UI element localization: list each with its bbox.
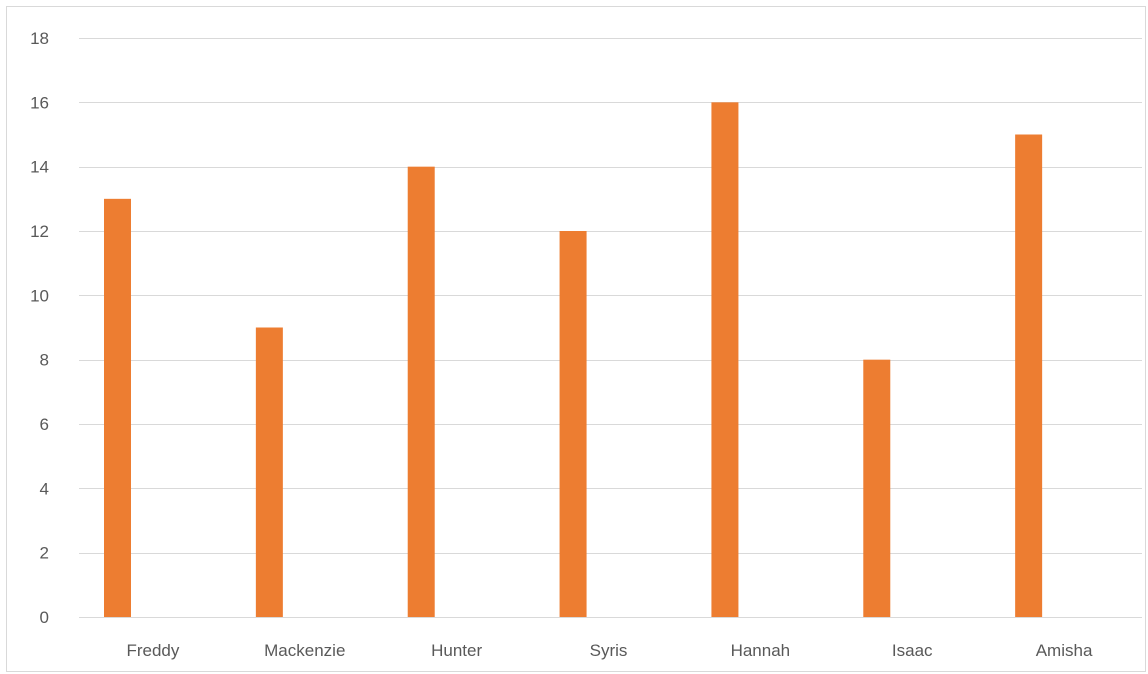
bar <box>863 359 891 617</box>
bar <box>1015 134 1043 617</box>
x-tick-label: Freddy <box>126 641 179 660</box>
bar <box>104 198 131 618</box>
bar <box>711 102 739 618</box>
gridlines <box>79 38 1142 618</box>
y-tick-label: 2 <box>40 544 49 563</box>
y-tick-label: 18 <box>30 29 49 48</box>
y-tick-label: 0 <box>40 608 49 627</box>
y-tick-label: 10 <box>30 286 49 305</box>
x-tick-label: Amisha <box>1036 641 1093 660</box>
x-tick-label: Hannah <box>731 641 791 660</box>
x-tick-label: Mackenzie <box>264 641 345 660</box>
x-tick-label: Syris <box>590 641 628 660</box>
y-tick-label: 8 <box>40 351 49 370</box>
x-tick-label: Isaac <box>892 641 933 660</box>
bars <box>104 102 1043 618</box>
y-tick-label: 4 <box>40 479 49 498</box>
y-tick-label: 12 <box>30 222 49 241</box>
x-tick-label: Hunter <box>431 641 482 660</box>
x-axis-tick-labels: Freddy Mackenzie Hunter Syris Hannah Isaac Ami… <box>126 641 1092 660</box>
bar <box>559 231 587 617</box>
bar <box>255 327 283 617</box>
bar <box>407 166 435 617</box>
y-axis-tick-labels: 0 2 4 6 8 10 12 14 16 18 <box>30 29 49 627</box>
y-tick-label: 6 <box>40 415 49 434</box>
y-tick-label: 14 <box>30 158 49 177</box>
y-tick-label: 16 <box>30 93 49 112</box>
